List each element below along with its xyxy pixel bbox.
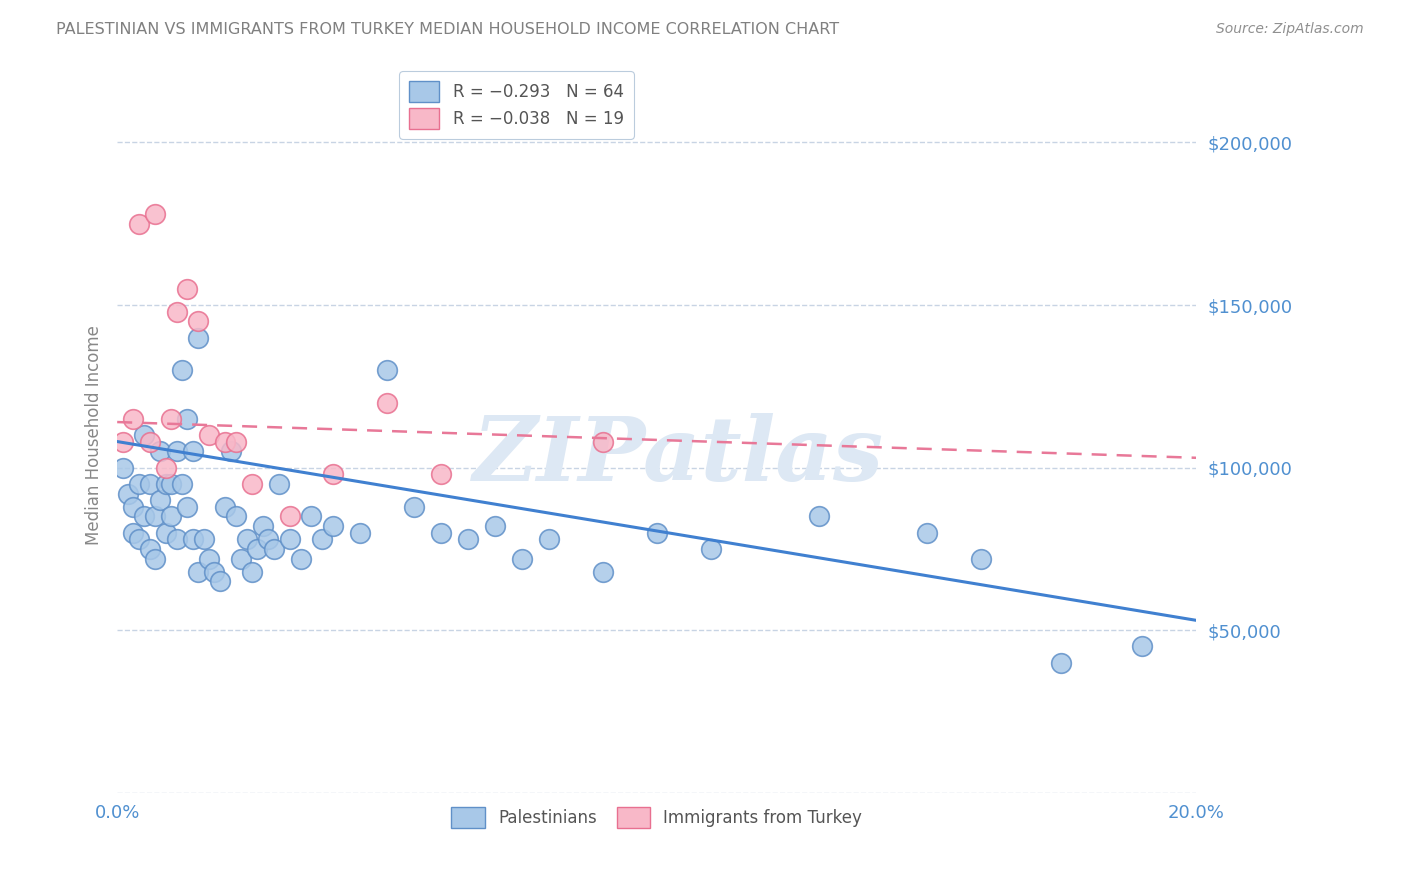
Point (181, 532, 204, 546)
Point (122, 411, 145, 425)
Point (160, 509, 183, 524)
Point (187, 330, 209, 344)
Point (969, 551, 991, 566)
Point (457, 532, 479, 546)
Point (166, 444, 188, 458)
Legend: Palestinians, Immigrants from Turkey: Palestinians, Immigrants from Turkey (444, 801, 869, 834)
Point (267, 476, 290, 491)
Point (198, 428, 221, 442)
Point (290, 551, 312, 566)
Point (176, 411, 198, 425)
Point (166, 304, 188, 318)
Point (375, 395, 398, 409)
Point (117, 486, 139, 500)
Point (160, 476, 183, 491)
Point (246, 541, 269, 556)
Point (214, 434, 236, 449)
Point (187, 565, 209, 579)
Point (166, 532, 188, 546)
Point (202, 565, 225, 579)
Point (1132, 640, 1154, 654)
Point (349, 525, 371, 540)
Point (225, 509, 247, 524)
Text: Source: ZipAtlas.com: Source: ZipAtlas.com (1216, 22, 1364, 37)
Point (592, 565, 614, 579)
Point (699, 541, 721, 556)
Point (225, 434, 247, 449)
Point (214, 500, 236, 514)
Point (430, 525, 453, 540)
Point (155, 460, 177, 475)
Point (645, 525, 668, 540)
Point (240, 476, 263, 491)
Point (537, 532, 560, 546)
Point (278, 509, 301, 524)
Point (240, 565, 263, 579)
Point (143, 509, 166, 524)
Point (155, 525, 177, 540)
Point (263, 541, 285, 556)
Point (1050, 656, 1073, 670)
Point (111, 460, 134, 475)
Point (402, 500, 425, 514)
Point (208, 574, 231, 589)
Point (149, 493, 172, 508)
Point (322, 467, 344, 481)
Point (170, 363, 193, 377)
Point (193, 532, 215, 546)
Point (143, 551, 166, 566)
Point (278, 532, 301, 546)
Point (128, 476, 150, 491)
Point (231, 551, 253, 566)
Point (176, 500, 198, 514)
Point (134, 428, 156, 442)
Point (176, 282, 198, 296)
Point (181, 444, 204, 458)
Point (134, 509, 156, 524)
Point (111, 434, 134, 449)
Y-axis label: Median Household Income: Median Household Income (86, 325, 103, 545)
Point (187, 314, 209, 328)
Point (592, 434, 614, 449)
Point (807, 509, 830, 524)
Point (138, 476, 160, 491)
Point (235, 532, 257, 546)
Point (138, 434, 160, 449)
Point (430, 467, 453, 481)
Point (484, 519, 506, 533)
Point (128, 217, 150, 231)
Point (170, 476, 193, 491)
Point (322, 519, 344, 533)
Point (311, 532, 333, 546)
Point (219, 444, 242, 458)
Point (122, 500, 145, 514)
Point (160, 411, 183, 425)
Point (198, 551, 221, 566)
Point (915, 525, 938, 540)
Point (143, 207, 166, 221)
Point (149, 444, 172, 458)
Point (301, 509, 323, 524)
Point (510, 551, 533, 566)
Point (257, 532, 280, 546)
Point (155, 476, 177, 491)
Point (252, 519, 274, 533)
Point (138, 541, 160, 556)
Point (122, 525, 145, 540)
Point (375, 363, 398, 377)
Point (128, 532, 150, 546)
Text: PALESTINIAN VS IMMIGRANTS FROM TURKEY MEDIAN HOUSEHOLD INCOME CORRELATION CHART: PALESTINIAN VS IMMIGRANTS FROM TURKEY ME… (56, 22, 839, 37)
Text: ZIPatlas: ZIPatlas (472, 413, 884, 500)
